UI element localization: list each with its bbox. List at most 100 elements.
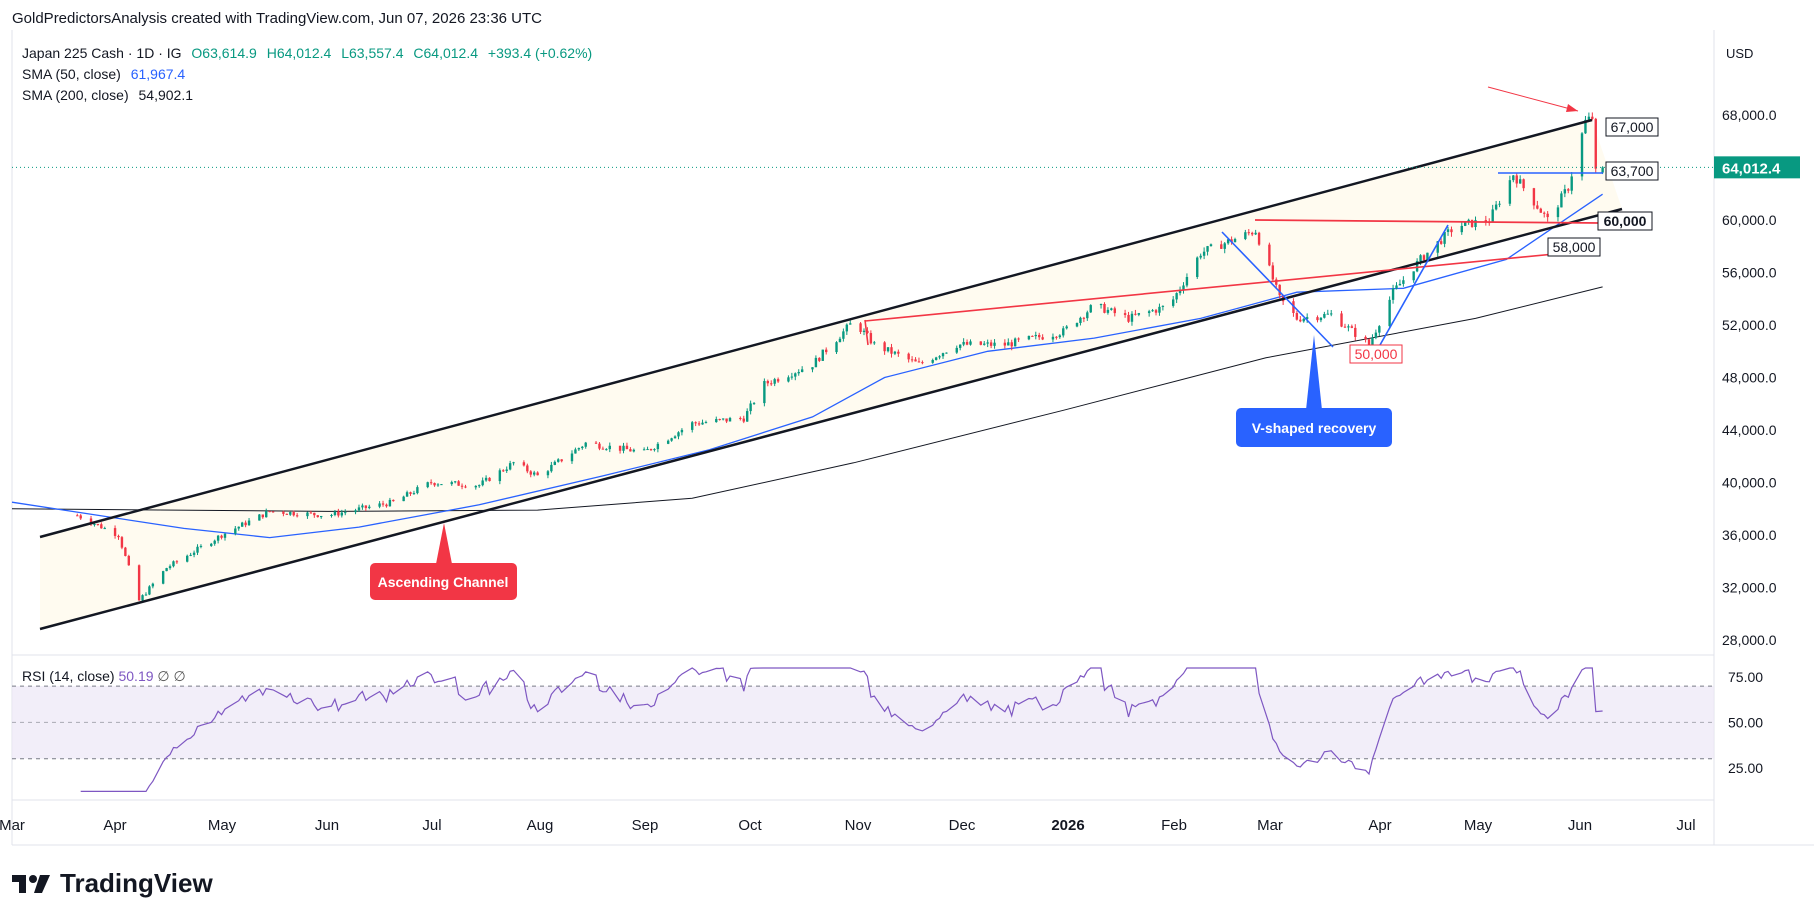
candle-body xyxy=(1419,255,1422,262)
candle-body xyxy=(1182,285,1185,290)
label-63700[interactable]: 63,700 xyxy=(1605,161,1659,181)
candle-body xyxy=(1391,288,1395,300)
candle-body xyxy=(1299,319,1302,322)
candle xyxy=(532,470,536,477)
red-trendline-58000[interactable] xyxy=(864,251,1576,322)
candle xyxy=(1395,282,1398,290)
callout-ascending-channel[interactable]: Ascending Channel xyxy=(370,523,517,600)
candle-body xyxy=(1443,231,1446,244)
currency-label[interactable]: USD xyxy=(1726,46,1753,61)
candle xyxy=(883,341,886,355)
candle-body xyxy=(1089,305,1092,313)
candle-body xyxy=(1003,342,1007,346)
candle xyxy=(546,470,550,479)
candle-body xyxy=(453,481,457,483)
candle xyxy=(1484,215,1488,226)
candle xyxy=(1498,200,1501,208)
red-resistance-60000[interactable] xyxy=(1254,219,1601,224)
candle xyxy=(453,480,457,484)
candle xyxy=(1594,117,1597,174)
sma200-legend[interactable]: SMA (200, close) 54,902.1 xyxy=(22,87,199,103)
channel-fill xyxy=(40,120,1622,629)
label-58000[interactable]: 58,000 xyxy=(1547,237,1601,257)
v-line-up[interactable] xyxy=(1379,224,1449,346)
candle xyxy=(1422,254,1426,261)
candle-body xyxy=(787,377,790,382)
candle xyxy=(271,511,275,513)
candle-body xyxy=(96,524,100,526)
label-50000[interactable]: 50,000 xyxy=(1349,344,1403,364)
chart-credit: GoldPredictorsAnalysis created with Trad… xyxy=(12,10,542,27)
candle-body xyxy=(433,483,436,486)
candle xyxy=(151,582,155,589)
candle-body xyxy=(1491,209,1494,223)
price-tick-label: 44,000.0 xyxy=(1722,422,1777,438)
candle-body xyxy=(1058,335,1062,338)
candle-body xyxy=(845,324,849,332)
candle-body xyxy=(873,342,876,344)
candle-body xyxy=(1038,334,1041,338)
red-trendline-tick xyxy=(864,319,869,346)
candle xyxy=(117,534,120,540)
candle xyxy=(893,350,897,356)
callout-v-shaped-recovery[interactable]: V-shaped recovery xyxy=(1236,335,1392,447)
candle-body xyxy=(330,514,333,517)
candle xyxy=(594,440,598,444)
candle-body xyxy=(1305,317,1309,319)
candle xyxy=(1103,302,1106,314)
channel-upper-line[interactable] xyxy=(39,118,1593,539)
rsi-axis[interactable]: 75.00 50.00 25.00 xyxy=(1728,669,1763,776)
candle xyxy=(1230,236,1233,245)
candle-body xyxy=(1374,332,1378,338)
candle-body xyxy=(1244,232,1247,239)
candle-body xyxy=(649,449,653,451)
sma50-legend[interactable]: SMA (50, close) 61,967.4 xyxy=(22,66,191,82)
candle xyxy=(1340,310,1343,328)
label-67000[interactable]: 67,000 xyxy=(1605,117,1659,137)
sma50-value: 61,967.4 xyxy=(130,66,186,82)
candle xyxy=(1038,332,1041,340)
candle-body xyxy=(1254,232,1257,235)
candle xyxy=(574,447,577,454)
candle-body xyxy=(666,440,670,444)
rsi-legend[interactable]: RSI (14, close) 50.19 ∅ ∅ xyxy=(22,668,186,685)
candle-body xyxy=(1584,119,1587,134)
symbol-legend: Japan 225 Cash · 1D · IG O63,614.9 H64,0… xyxy=(22,45,598,61)
candle xyxy=(842,328,845,342)
candle-body xyxy=(1498,203,1501,205)
candle-body xyxy=(1580,133,1584,177)
candle xyxy=(381,500,385,507)
candle-body xyxy=(605,449,608,451)
candle xyxy=(512,461,515,466)
candle-body xyxy=(670,438,673,441)
candle xyxy=(697,421,701,426)
candle-body xyxy=(357,507,361,511)
candle xyxy=(993,339,996,349)
candle xyxy=(344,509,347,516)
candle-body xyxy=(1398,283,1402,286)
candle xyxy=(914,357,917,362)
candle xyxy=(1051,333,1055,343)
label-60000[interactable]: 60,000 xyxy=(1597,211,1653,231)
candle-body xyxy=(1220,244,1223,249)
symbol-title[interactable]: Japan 225 Cash · 1D · IG xyxy=(22,45,182,61)
candle-body xyxy=(1295,313,1299,320)
candle-body xyxy=(364,505,368,509)
candle xyxy=(1450,226,1453,237)
candle xyxy=(165,567,168,572)
candle xyxy=(247,518,251,526)
candle-body xyxy=(893,351,897,354)
time-axis[interactable]: Mar Apr May Jun Jul Aug Sep Oct Nov Dec 2026 Feb Mar… xyxy=(0,817,1696,834)
candle xyxy=(357,504,361,512)
callout-ascending-channel-box xyxy=(370,563,517,600)
v-line-down[interactable] xyxy=(1221,231,1334,348)
time-tick-label: Nov xyxy=(845,817,872,834)
tradingview-logo[interactable]: TradingView xyxy=(12,868,213,899)
candle xyxy=(1295,310,1299,321)
candle-body xyxy=(199,545,203,547)
candle xyxy=(773,377,776,387)
channel-lower-line[interactable] xyxy=(39,207,1623,631)
candle xyxy=(629,447,632,452)
candle xyxy=(1515,172,1518,188)
